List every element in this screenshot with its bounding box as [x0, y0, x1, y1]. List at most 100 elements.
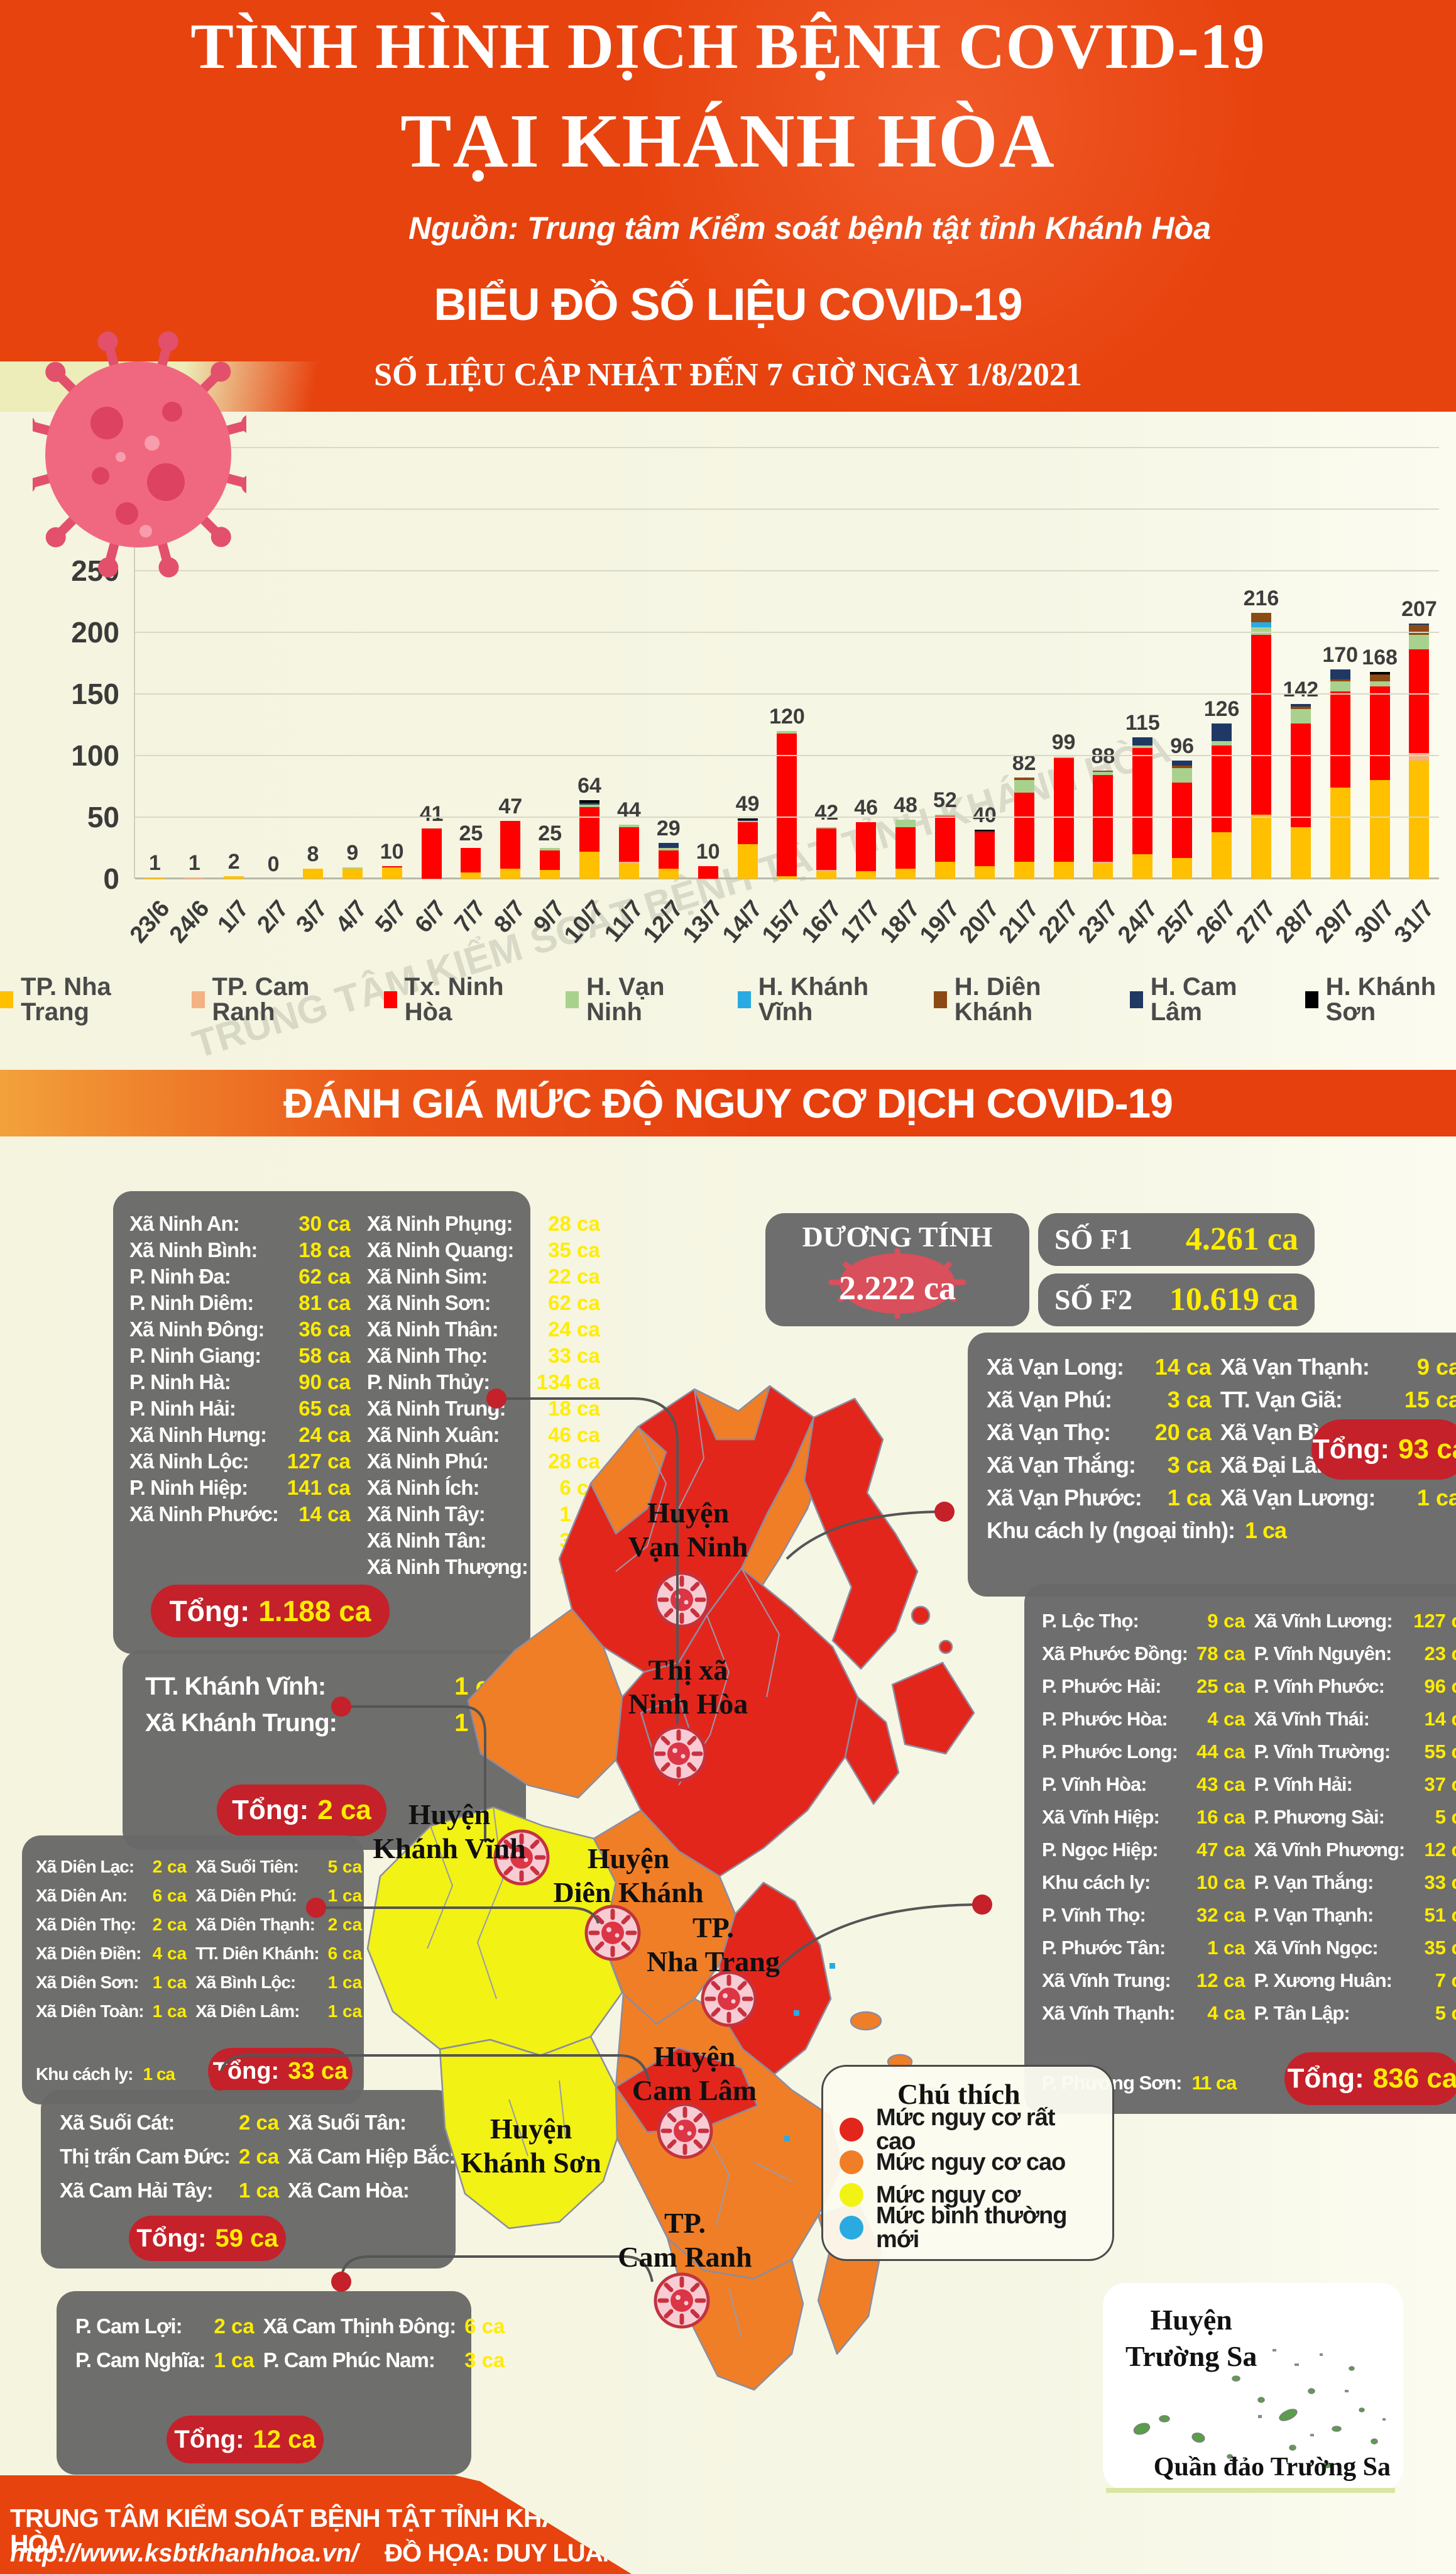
legend-item: H. Khánh Vĩnh [737, 974, 892, 1025]
bar-segment [816, 871, 837, 879]
bar [342, 867, 363, 879]
commune-value: 4 ca [1207, 2002, 1245, 2024]
marker-cam-lam [659, 2104, 711, 2157]
nha-trang-total-pill: Tổng: 836 ca [1284, 2052, 1456, 2105]
bar [856, 822, 877, 879]
commune-value: 58 ca [298, 1344, 351, 1367]
bar-segment [1093, 861, 1114, 864]
bar-column: 44 [610, 448, 649, 879]
footer-credit: ĐỒ HỌA: DUY LUÂN [385, 2539, 620, 2567]
bar-segment [658, 850, 679, 869]
bar [974, 829, 995, 879]
commune-value: 10 ca [1196, 1871, 1245, 1893]
commune-label: Xã Diên Toàn: [36, 2001, 145, 2021]
bar-segment [1251, 622, 1271, 628]
bar-segment [1172, 857, 1193, 879]
bar-segment [856, 822, 877, 872]
dien-khanh-grid: Xã Diên Lạc: 2 ca Xã Suối Tiên: 5 ca Xã Diên… [36, 1853, 362, 2025]
legend-swatch [737, 991, 751, 1008]
bar-value-label: 0 [267, 852, 280, 876]
legend-swatch [191, 991, 205, 1008]
truong-sa-islands-icon [1133, 2349, 1386, 2468]
commune-label: Xã Phước Đồng: [1042, 1642, 1188, 1664]
commune-label: Xã Ninh Xuân: [366, 1423, 500, 1446]
commune-label: Xã Ninh Thân: [366, 1317, 499, 1341]
bar-segment [1369, 681, 1390, 687]
bar-segment [1409, 760, 1430, 879]
total-value: 836 ca [1372, 2063, 1456, 2094]
map-legend-item: Mức nguy cơ [840, 2179, 1096, 2211]
bar-segment [974, 830, 995, 832]
bar-segment [895, 827, 916, 869]
commune-label: Xã Ninh Bình: [129, 1238, 258, 1262]
bar-value-label: 2 [227, 850, 240, 874]
bar-segment [1172, 760, 1193, 766]
total-value: 59 ca [215, 2225, 278, 2252]
legend-swatch [383, 991, 397, 1008]
bar [1409, 624, 1430, 879]
y-tick-label: 150 [71, 678, 119, 710]
commune-label: Xã Ninh Ích: [366, 1476, 480, 1499]
commune-label: Xã Ninh Tây: [366, 1502, 486, 1526]
bar-segment [737, 819, 758, 821]
commune-label: Xã Diên Thọ: [36, 1915, 136, 1934]
cam-ranh-grid: P. Cam Lợi: 2 ca Xã Cam Thịnh Đông: 6 ca P. … [75, 2310, 505, 2377]
bar-segment [579, 802, 600, 805]
bar-segment [1290, 708, 1311, 724]
bar [1290, 703, 1311, 879]
bar-segment [540, 850, 561, 871]
label-van-ninh: Huyện Vạn Ninh [628, 1497, 748, 1563]
bar [658, 843, 679, 879]
commune-value: 2 ca [152, 1857, 187, 1876]
commune-label: Xã Vạn Thạnh: [1220, 1354, 1370, 1380]
bar-segment [618, 824, 639, 827]
commune-value: 9 ca [1416, 1354, 1456, 1380]
row-value: 1 ca [143, 2064, 175, 2084]
chart-title: BIỂU ĐỒ SỐ LIỆU COVID-19 [434, 280, 1022, 330]
footer-url-link[interactable]: http://www.ksbtkhanhhoa.vn/ [10, 2539, 359, 2567]
commune-value: 30 ca [298, 1212, 351, 1235]
commune-label: Xã Vĩnh Thạnh: [1042, 2002, 1176, 2024]
bar-column: 46 [846, 448, 886, 879]
commune-value: 12 ca [1424, 1839, 1456, 1861]
bar-column: 142 [1281, 448, 1320, 879]
bar-value-label: 25 [459, 822, 483, 846]
x-tick: 5/7 [370, 886, 412, 981]
bar [1014, 778, 1034, 879]
bar-segment [1093, 770, 1114, 772]
bar-segment [1330, 679, 1350, 682]
bar-segment [1132, 854, 1153, 879]
commune-label: Xã Ninh Trung: [366, 1397, 506, 1420]
bar-column: 2 [214, 448, 254, 879]
commune-value: 2 ca [214, 2314, 255, 2338]
commune-value: 18 ca [298, 1238, 351, 1262]
bar-column: 168 [1360, 448, 1399, 879]
commune-label: Xã Vạn Thọ: [987, 1419, 1111, 1445]
commune-value: 1 ca [1167, 1485, 1212, 1510]
bar-column: 120 [767, 448, 807, 879]
label-truong-sa: Huyện Trường Sa [1125, 2304, 1257, 2372]
bar-value-label: 29 [656, 817, 681, 841]
commune-label: P. Cam Phúc Nam: [263, 2348, 435, 2372]
gridline [135, 693, 1439, 695]
bar-segment [500, 820, 521, 869]
x-tick: 8/7 [489, 886, 530, 981]
bar-value-label: 10 [696, 840, 720, 864]
commune-value: 134 ca [536, 1370, 600, 1394]
bar-segment [579, 805, 600, 808]
bar-segment [1132, 748, 1153, 854]
commune-value: 1 ca [152, 2001, 187, 2021]
bar-value-label: 52 [933, 788, 957, 813]
bar-segment [1330, 681, 1350, 692]
bar-column: 29 [649, 448, 688, 879]
bar [421, 828, 442, 879]
commune-label: Xã Cam Hải Tây: [60, 2179, 214, 2202]
commune-value: 24 ca [298, 1423, 351, 1446]
commune-value: 5 ca [1435, 2002, 1456, 2024]
commune-label: TT. Vạn Giã: [1220, 1387, 1343, 1412]
bar-segment [777, 730, 797, 734]
commune-value: 28 ca [548, 1212, 600, 1235]
bar-segment [461, 872, 481, 879]
truong-sa-strip-decoration [1106, 2488, 1395, 2493]
x-tick: 7/7 [449, 886, 491, 981]
